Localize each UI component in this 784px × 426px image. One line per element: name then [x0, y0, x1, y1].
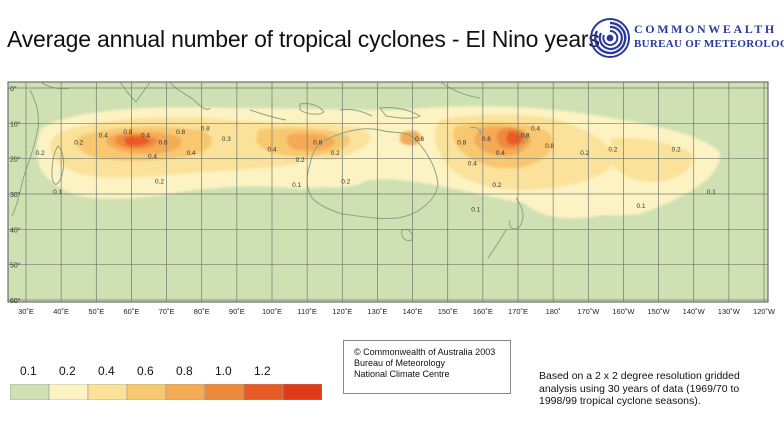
lat-label: 30°: [10, 191, 21, 199]
contour-label: 0.2: [331, 150, 340, 157]
lon-label: 160˚W: [612, 307, 635, 316]
map-title: Average annual number of tropical cyclon…: [7, 26, 600, 52]
lat-label: 60°: [10, 297, 21, 305]
lon-label: 110˚E: [297, 307, 316, 316]
longitude-labels: 30˚E 40˚E 50˚E 60˚E 70˚E 80˚E 90˚E 100˚E 110˚E 12…: [18, 307, 776, 316]
legend-label: 1.0: [215, 364, 232, 378]
contour-label: 0.2: [36, 150, 45, 157]
contour-labels: 0.20.20.40.10.80.40.40.60.80.40.80.30.20…: [36, 125, 717, 213]
legend-swatch: [204, 384, 245, 400]
legend-label: 1.2: [254, 364, 271, 378]
contour-label: 0.4: [141, 132, 150, 139]
contour-label: 0.2: [580, 150, 589, 157]
contour-label: 0.8: [545, 143, 554, 150]
lon-label: 150˚E: [438, 307, 458, 316]
contour-label: 0.3: [222, 136, 231, 143]
legend-swatch: [87, 384, 128, 400]
lat-label: 0°: [10, 85, 17, 93]
contour-label: 0.4: [468, 161, 477, 168]
contour-label: 0.2: [155, 178, 164, 185]
lat-label: 10°: [10, 120, 21, 128]
cyclone-map: 0.20.20.40.10.80.40.40.60.80.40.80.30.20…: [7, 81, 776, 316]
logo-line-1: COMMONWEALTH: [634, 22, 777, 36]
contour-label: 0.6: [482, 136, 491, 143]
lon-label: 80˚E: [194, 307, 210, 316]
bom-swirl-icon: [590, 18, 630, 58]
lon-label: 100˚E: [262, 307, 282, 316]
copyright-line-3: National Climate Centre: [354, 369, 450, 379]
lat-label: 40°: [10, 226, 21, 234]
lon-label: 60˚E: [124, 307, 140, 316]
copyright-line-2: Bureau of Meteorology: [354, 358, 446, 368]
contour-label: 0.4: [531, 125, 540, 132]
graticule: [8, 82, 768, 302]
contour-label: 0.1: [53, 189, 62, 196]
contour-label: 0.4: [99, 132, 108, 139]
logo-line-2: BUREAU OF METEOROLOGY: [634, 38, 784, 50]
note-line-3: 1998/99 tropical cyclone seasons).: [539, 395, 701, 407]
lon-label: 50˚E: [88, 307, 104, 316]
methodology-note: Based on a 2 x 2 degree resolution gridd…: [539, 370, 779, 408]
contour-label: 0.8: [521, 132, 530, 139]
contour-label: 0.6: [159, 140, 168, 147]
lon-label: 70˚E: [159, 307, 175, 316]
contour-label: 0.2: [74, 140, 83, 147]
legend-label: 0.1: [20, 364, 37, 378]
contour-label: 0.4: [187, 150, 196, 157]
legend-swatch: [126, 384, 167, 400]
contour-label: 0.8: [457, 140, 466, 147]
contour-label: 0.4: [496, 150, 505, 157]
lon-label: 120˚W: [753, 307, 776, 316]
contour-label: 0.1: [707, 189, 716, 196]
legend-swatch: [10, 384, 50, 400]
lon-label: 170˚W: [577, 307, 600, 316]
bom-logo: COMMONWEALTH BUREAU OF METEOROLOGY: [588, 14, 784, 66]
lon-label: 120˚E: [332, 307, 352, 316]
legend-label: 0.8: [176, 364, 193, 378]
contour-label: 0.2: [672, 147, 681, 154]
lon-label: 140˚W: [683, 307, 706, 316]
lat-label: 50°: [10, 262, 21, 270]
contour-label: 0.8: [201, 125, 210, 132]
legend-label: 0.4: [98, 364, 115, 378]
copyright-line-1: © Commonwealth of Australia 2003: [354, 347, 496, 357]
contour-label: 0.1: [292, 182, 301, 189]
lon-label: 90˚E: [229, 307, 245, 316]
lon-label: 30˚E: [18, 307, 34, 316]
contour-label: 0.2: [492, 182, 501, 189]
contour-label: 0.2: [341, 178, 350, 185]
lon-label: 140˚E: [403, 307, 423, 316]
legend-swatch: [282, 384, 322, 400]
contour-label: 0.8: [123, 129, 132, 136]
latitude-labels: 0° 10° 20° 30° 40° 50° 60°: [10, 85, 21, 305]
legend-swatch: [243, 384, 284, 400]
lon-label: 130˚W: [718, 307, 741, 316]
lon-label: 170˚E: [508, 307, 528, 316]
legend-swatch: [165, 384, 206, 400]
copyright-box: © Commonwealth of Australia 2003 Bureau …: [343, 340, 511, 394]
legend-swatch: [48, 384, 89, 400]
lon-label: 150˚W: [648, 307, 671, 316]
contour-label: 0.2: [608, 147, 617, 154]
contour-label: 0.8: [176, 129, 185, 136]
note-line-2: analysis using 30 years of data (1969/70…: [539, 382, 740, 395]
legend-label: 0.2: [59, 364, 76, 378]
contour-label: 0.6: [415, 136, 424, 143]
contour-label: 0.4: [148, 154, 157, 161]
contour-label: 0.4: [267, 147, 276, 154]
legend-label: 0.6: [137, 364, 154, 378]
lon-label: 40˚E: [53, 307, 69, 316]
lat-label: 20°: [10, 156, 21, 164]
lon-label: 160˚E: [473, 307, 493, 316]
contour-label: 0.8: [313, 140, 322, 147]
contour-label: 0.2: [296, 157, 305, 164]
contour-label: 0.1: [636, 203, 645, 210]
contour-label: 0.1: [471, 207, 480, 214]
lon-label: 130˚E: [367, 307, 387, 316]
note-line-1: Based on a 2 x 2 degree resolution gridd…: [539, 370, 740, 382]
legend-color-bar: [10, 384, 322, 400]
lon-label: 180˚: [546, 307, 561, 316]
